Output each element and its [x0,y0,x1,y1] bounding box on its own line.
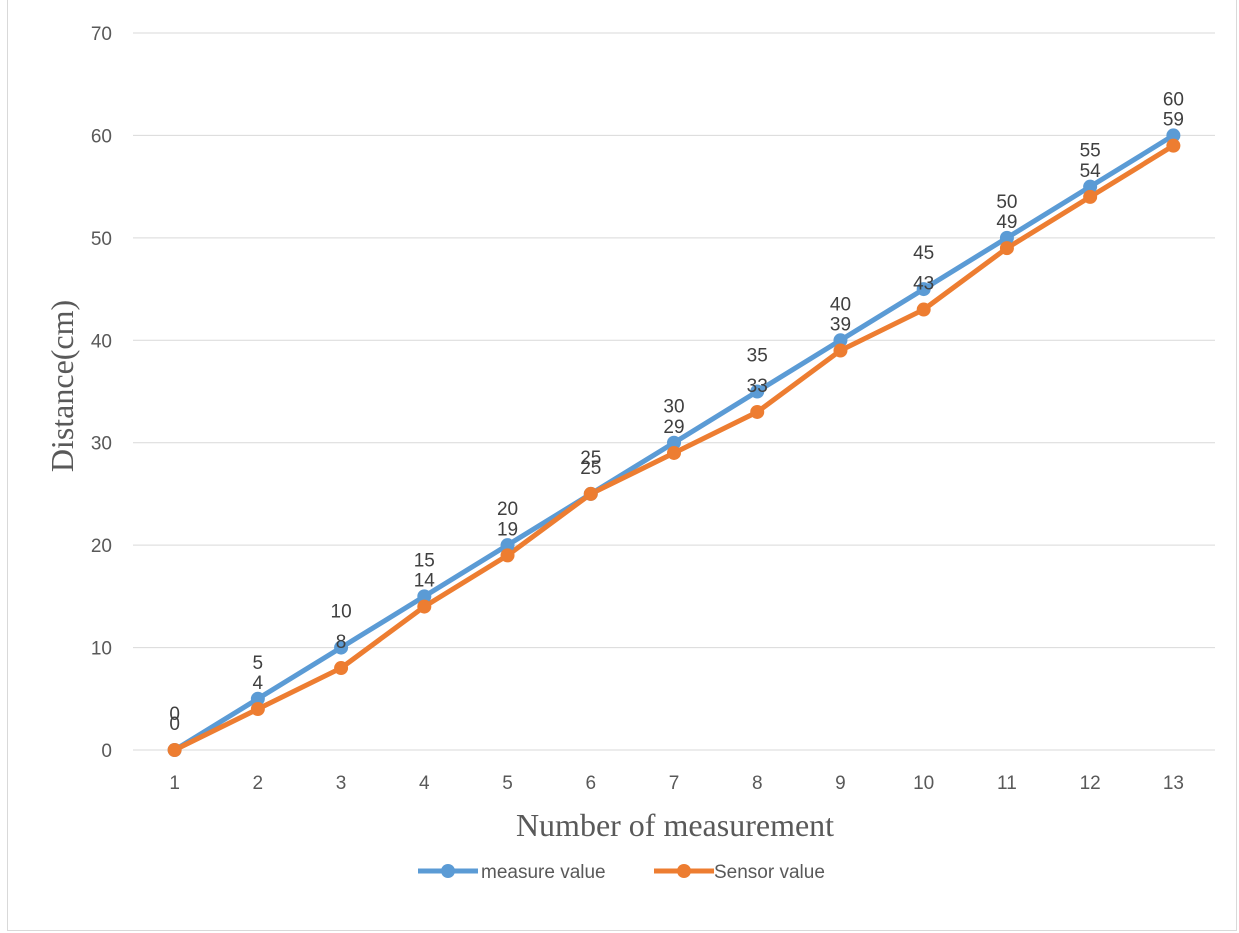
data-label: 43 [913,274,934,295]
x-tick-label: 6 [585,773,596,794]
y-tick-label: 60 [91,126,112,147]
y-tick-label: 40 [91,331,112,352]
series-group [167,128,1181,757]
y-tick-label: 10 [91,639,112,660]
data-point [1166,128,1181,143]
data-label: 49 [996,212,1017,233]
data-label: 33 [747,376,768,397]
data-point [667,435,681,450]
data-point [750,384,765,399]
data-label: 35 [747,346,768,367]
data-point [334,661,349,676]
x-tick-label: 8 [752,773,763,794]
data-point [667,445,681,460]
data-label: 15 [414,550,435,571]
legend-marker-measure [441,864,455,878]
x-tick-label: 3 [336,773,347,794]
legend: measure value Sensor value [418,862,825,883]
data-point [833,333,848,348]
data-label: 14 [414,571,436,592]
x-tick-label: 2 [253,773,264,794]
data-point [833,343,848,358]
data-point [167,743,182,757]
x-tick-label: 9 [835,773,846,794]
y-tick-label: 20 [91,536,112,557]
x-tick-label: 1 [169,773,180,794]
data-label: 40 [830,294,851,315]
x-tick-label: 10 [913,773,934,794]
legend-item-measure: measure value [418,862,606,883]
data-point [334,640,349,655]
data-label: 8 [336,632,347,653]
data-label: 5 [253,653,264,674]
data-labels: 0 5 10 15 20 25 30 35 40 45 50 55 60 0 4 8 14 19 25 29 33 39 4… [169,89,1184,735]
data-label: 4 [253,673,264,694]
data-label: 55 [1080,141,1101,162]
chart-frame [7,0,1237,931]
data-label: 30 [663,397,684,418]
data-point [1083,189,1098,204]
data-label: 10 [331,602,352,623]
data-point [250,691,265,706]
legend-label-measure: measure value [481,862,606,883]
data-point [250,702,265,717]
x-axis-ticks: 1 2 3 4 5 6 7 8 9 10 11 12 13 [169,773,1184,794]
data-label: 20 [497,499,518,520]
gridlines [133,32,1215,751]
data-point [750,404,765,419]
data-point [1166,138,1181,153]
x-tick-label: 13 [1163,773,1184,794]
data-label: 50 [996,192,1017,213]
y-tick-label: 70 [91,24,112,45]
data-label: 29 [663,417,684,438]
data-point [583,486,598,501]
data-point [1083,179,1098,194]
y-axis-title: Distance(cm) [44,300,80,472]
x-tick-label: 5 [502,773,513,794]
data-point [500,538,515,553]
data-label: 19 [497,519,518,540]
x-tick-label: 4 [419,773,430,794]
y-tick-label: 30 [91,434,112,455]
x-tick-label: 12 [1080,773,1101,794]
data-point [999,230,1014,245]
data-point [999,241,1014,256]
data-point [417,599,432,614]
data-label: 25 [580,448,601,469]
data-label: 54 [1080,161,1102,182]
data-label: 60 [1163,89,1184,110]
x-tick-label: 7 [669,773,680,794]
legend-label-sensor: Sensor value [714,862,825,883]
data-label: 0 [169,714,180,735]
data-point [500,548,515,563]
data-point [417,589,432,604]
data-label: 0 [169,704,180,725]
legend-marker-sensor [677,864,691,878]
data-point [916,282,931,297]
data-point [916,302,931,317]
x-tick-label: 11 [997,773,1017,794]
data-label: 59 [1163,110,1184,131]
legend-item-sensor: Sensor value [654,862,825,883]
data-label: 45 [913,243,934,264]
x-axis-title: Number of measurement [516,807,834,843]
y-tick-label: 0 [101,741,112,762]
data-label: 25 [580,458,601,479]
y-axis-ticks: 0 10 20 30 40 50 60 70 [91,24,112,762]
data-label: 39 [830,315,851,336]
y-tick-label: 50 [91,229,112,250]
